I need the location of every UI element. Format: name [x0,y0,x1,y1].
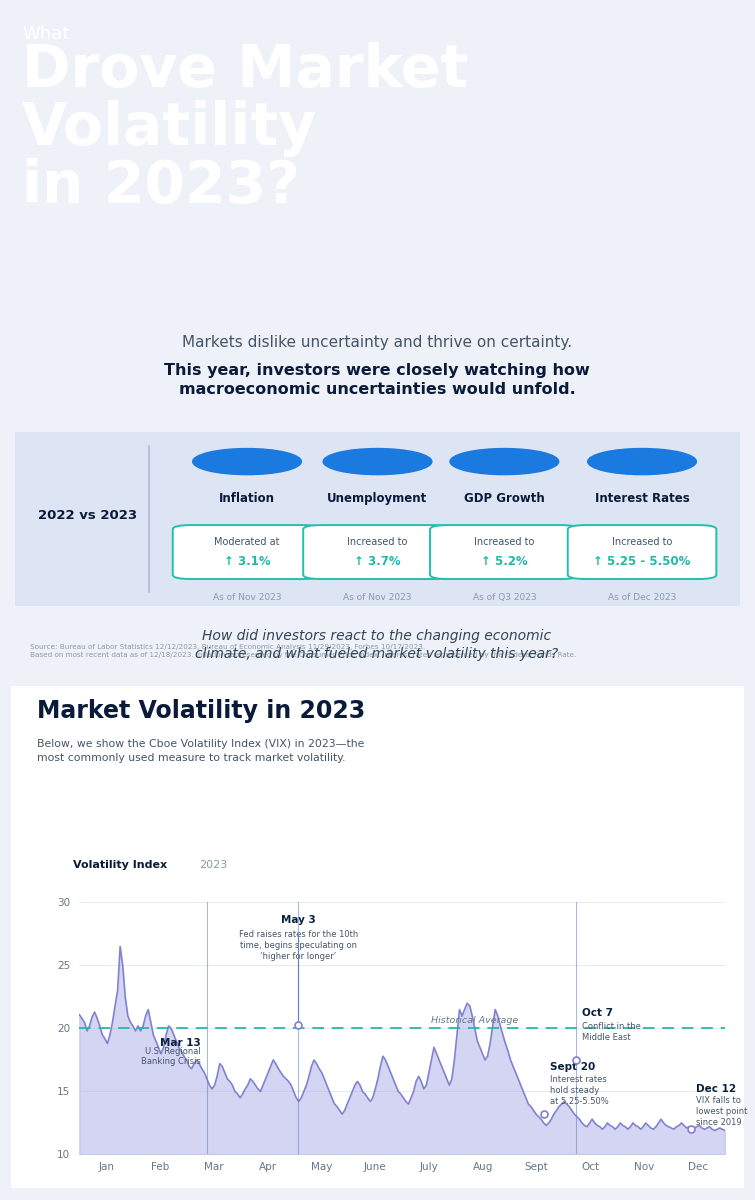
Circle shape [450,449,559,475]
Text: As of Dec 2023: As of Dec 2023 [608,593,676,601]
Text: As of Q3 2023: As of Q3 2023 [473,593,536,601]
Text: Increased to: Increased to [612,538,672,547]
Text: Historical Average: Historical Average [431,1016,518,1025]
Text: Drove Market: Drove Market [22,42,468,98]
Text: Oct 7: Oct 7 [582,1008,613,1019]
Text: ↑ 5.25 - 5.50%: ↑ 5.25 - 5.50% [593,554,691,568]
FancyBboxPatch shape [430,526,578,580]
Text: Moderated at: Moderated at [214,538,280,547]
Text: As of Nov 2023: As of Nov 2023 [344,593,411,601]
Text: What: What [22,25,69,43]
Text: Interest Rates: Interest Rates [595,492,689,505]
FancyBboxPatch shape [568,526,716,580]
Text: in 2023?: in 2023? [22,157,300,215]
Text: ↑ 5.2%: ↑ 5.2% [481,554,528,568]
Text: Interest rates
hold steady
at 5.25-5.50%: Interest rates hold steady at 5.25-5.50% [550,1075,609,1105]
Circle shape [587,449,696,475]
FancyBboxPatch shape [0,427,755,611]
FancyBboxPatch shape [173,526,322,580]
Text: Sept 20: Sept 20 [550,1062,595,1073]
Text: Increased to: Increased to [347,538,408,547]
Text: Conflict in the
Middle East: Conflict in the Middle East [582,1022,641,1042]
Text: Inflation: Inflation [219,492,275,505]
Circle shape [323,449,432,475]
Text: VIX falls to
lowest point
since 2019: VIX falls to lowest point since 2019 [696,1097,747,1127]
FancyBboxPatch shape [0,677,755,1198]
Text: Market Volatility in 2023: Market Volatility in 2023 [37,698,365,722]
Text: Increased to: Increased to [474,538,535,547]
Text: How did investors react to the changing economic
climate, and what fueled market: How did investors react to the changing … [196,629,559,661]
Text: Source: Bureau of Labor Statistics 12/12/2023, Bureau of Economic Analysis 11/29: Source: Bureau of Labor Statistics 12/12… [29,644,576,659]
Text: ↑ 3.7%: ↑ 3.7% [354,554,401,568]
Text: Fed raises rates for the 10th
time, begins speculating on
‘higher for longer’: Fed raises rates for the 10th time, begi… [239,930,358,961]
Text: GDP Growth: GDP Growth [464,492,544,505]
Circle shape [193,449,301,475]
Text: Unemployment: Unemployment [328,492,427,505]
Text: ↑ 3.1%: ↑ 3.1% [223,554,270,568]
Text: Dec 12: Dec 12 [696,1084,736,1094]
Text: Volatility: Volatility [22,100,317,157]
Text: 2023: 2023 [199,859,227,870]
Text: 2022 vs 2023: 2022 vs 2023 [38,509,137,522]
Text: As of Nov 2023: As of Nov 2023 [213,593,282,601]
Text: This year, investors were closely watching how
macroeconomic uncertainties would: This year, investors were closely watchi… [164,362,590,397]
Text: Below, we show the Cboe Volatility Index (VIX) in 2023—the
most commonly used me: Below, we show the Cboe Volatility Index… [37,739,365,763]
Text: Volatility Index: Volatility Index [72,859,167,870]
Text: May 3: May 3 [281,916,316,925]
Text: Mar 13: Mar 13 [160,1038,201,1049]
FancyBboxPatch shape [304,526,451,580]
Text: U.S. Regional
Banking Crisis: U.S. Regional Banking Crisis [141,1046,201,1067]
Text: Markets dislike uncertainty and thrive on certainty.: Markets dislike uncertainty and thrive o… [182,335,572,350]
